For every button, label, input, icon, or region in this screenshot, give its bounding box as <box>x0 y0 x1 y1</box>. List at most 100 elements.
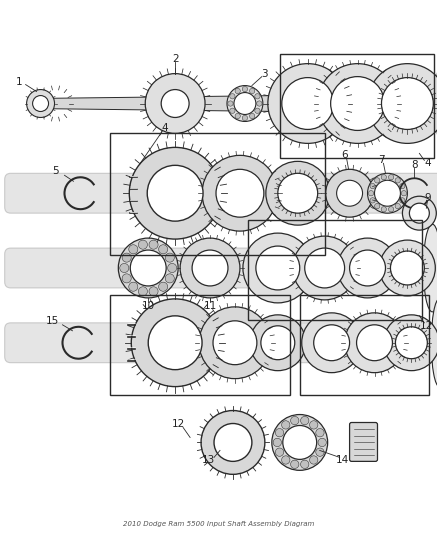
Circle shape <box>230 108 235 114</box>
FancyBboxPatch shape <box>5 173 438 213</box>
Circle shape <box>138 287 148 296</box>
Circle shape <box>122 253 131 262</box>
Text: 4: 4 <box>162 124 169 133</box>
Text: 7: 7 <box>378 155 385 165</box>
Circle shape <box>122 274 131 283</box>
Text: 1: 1 <box>15 77 22 86</box>
Circle shape <box>345 313 404 373</box>
Circle shape <box>381 174 386 180</box>
Circle shape <box>129 282 138 291</box>
Circle shape <box>118 238 178 298</box>
Ellipse shape <box>431 299 438 386</box>
FancyBboxPatch shape <box>5 248 438 288</box>
Text: 15: 15 <box>46 316 59 326</box>
Circle shape <box>192 250 228 286</box>
Circle shape <box>250 114 255 119</box>
Circle shape <box>32 95 49 111</box>
Circle shape <box>370 183 375 189</box>
Circle shape <box>396 327 427 359</box>
Circle shape <box>131 299 219 386</box>
Circle shape <box>243 233 313 303</box>
Text: 12: 12 <box>420 321 433 331</box>
Circle shape <box>120 263 129 272</box>
Circle shape <box>257 101 262 106</box>
Text: 6: 6 <box>341 150 348 160</box>
Circle shape <box>399 183 405 189</box>
Circle shape <box>161 90 189 117</box>
Circle shape <box>357 325 392 361</box>
Circle shape <box>213 321 257 365</box>
Circle shape <box>290 416 299 425</box>
Circle shape <box>399 198 405 203</box>
Ellipse shape <box>435 56 438 151</box>
Circle shape <box>316 448 324 456</box>
Circle shape <box>316 429 324 437</box>
Circle shape <box>129 245 138 254</box>
Circle shape <box>145 74 205 133</box>
Circle shape <box>282 78 334 130</box>
Circle shape <box>227 86 263 122</box>
Circle shape <box>235 88 240 94</box>
Circle shape <box>290 460 299 469</box>
Circle shape <box>234 93 256 115</box>
Circle shape <box>390 251 424 285</box>
Circle shape <box>403 196 436 230</box>
Text: 12: 12 <box>172 419 185 430</box>
Circle shape <box>381 78 433 130</box>
Circle shape <box>374 180 400 206</box>
Bar <box>110 133 325 255</box>
FancyBboxPatch shape <box>5 323 438 362</box>
Circle shape <box>305 248 345 288</box>
Text: 4: 4 <box>424 158 431 168</box>
Circle shape <box>261 326 295 360</box>
Circle shape <box>331 77 385 131</box>
Circle shape <box>138 240 148 249</box>
Circle shape <box>250 88 255 94</box>
Circle shape <box>266 161 330 225</box>
Circle shape <box>318 438 326 447</box>
FancyBboxPatch shape <box>350 423 378 462</box>
Circle shape <box>216 169 264 217</box>
Circle shape <box>367 173 407 213</box>
Circle shape <box>283 425 317 459</box>
Circle shape <box>350 250 385 286</box>
Circle shape <box>395 204 400 209</box>
Circle shape <box>278 173 318 213</box>
Circle shape <box>326 169 374 217</box>
Circle shape <box>159 282 168 291</box>
Circle shape <box>27 90 54 117</box>
Circle shape <box>202 155 278 231</box>
Circle shape <box>147 165 203 221</box>
Text: 11: 11 <box>203 301 217 311</box>
Bar <box>280 54 434 158</box>
Circle shape <box>130 250 166 286</box>
Bar <box>248 220 422 320</box>
Text: 2: 2 <box>172 54 178 63</box>
Text: 14: 14 <box>336 455 349 465</box>
Circle shape <box>401 191 406 196</box>
Circle shape <box>410 203 429 223</box>
Circle shape <box>282 421 290 429</box>
Circle shape <box>302 313 361 373</box>
Circle shape <box>389 207 394 212</box>
Circle shape <box>165 253 174 262</box>
Text: 2010 Dodge Ram 5500 Input Shaft Assembly Diagram: 2010 Dodge Ram 5500 Input Shaft Assembly… <box>124 521 314 527</box>
Circle shape <box>272 415 328 470</box>
Circle shape <box>129 148 221 239</box>
Circle shape <box>148 316 202 370</box>
Bar <box>110 295 290 394</box>
Circle shape <box>276 429 284 437</box>
Circle shape <box>389 174 394 180</box>
Circle shape <box>310 421 318 429</box>
Text: 8: 8 <box>411 160 418 171</box>
Circle shape <box>159 245 168 254</box>
Circle shape <box>367 63 438 143</box>
Circle shape <box>395 177 400 183</box>
Circle shape <box>168 263 177 272</box>
Circle shape <box>374 204 380 209</box>
Circle shape <box>242 86 247 92</box>
Circle shape <box>214 424 252 462</box>
Circle shape <box>242 115 247 120</box>
Circle shape <box>384 315 438 370</box>
Circle shape <box>165 274 174 283</box>
